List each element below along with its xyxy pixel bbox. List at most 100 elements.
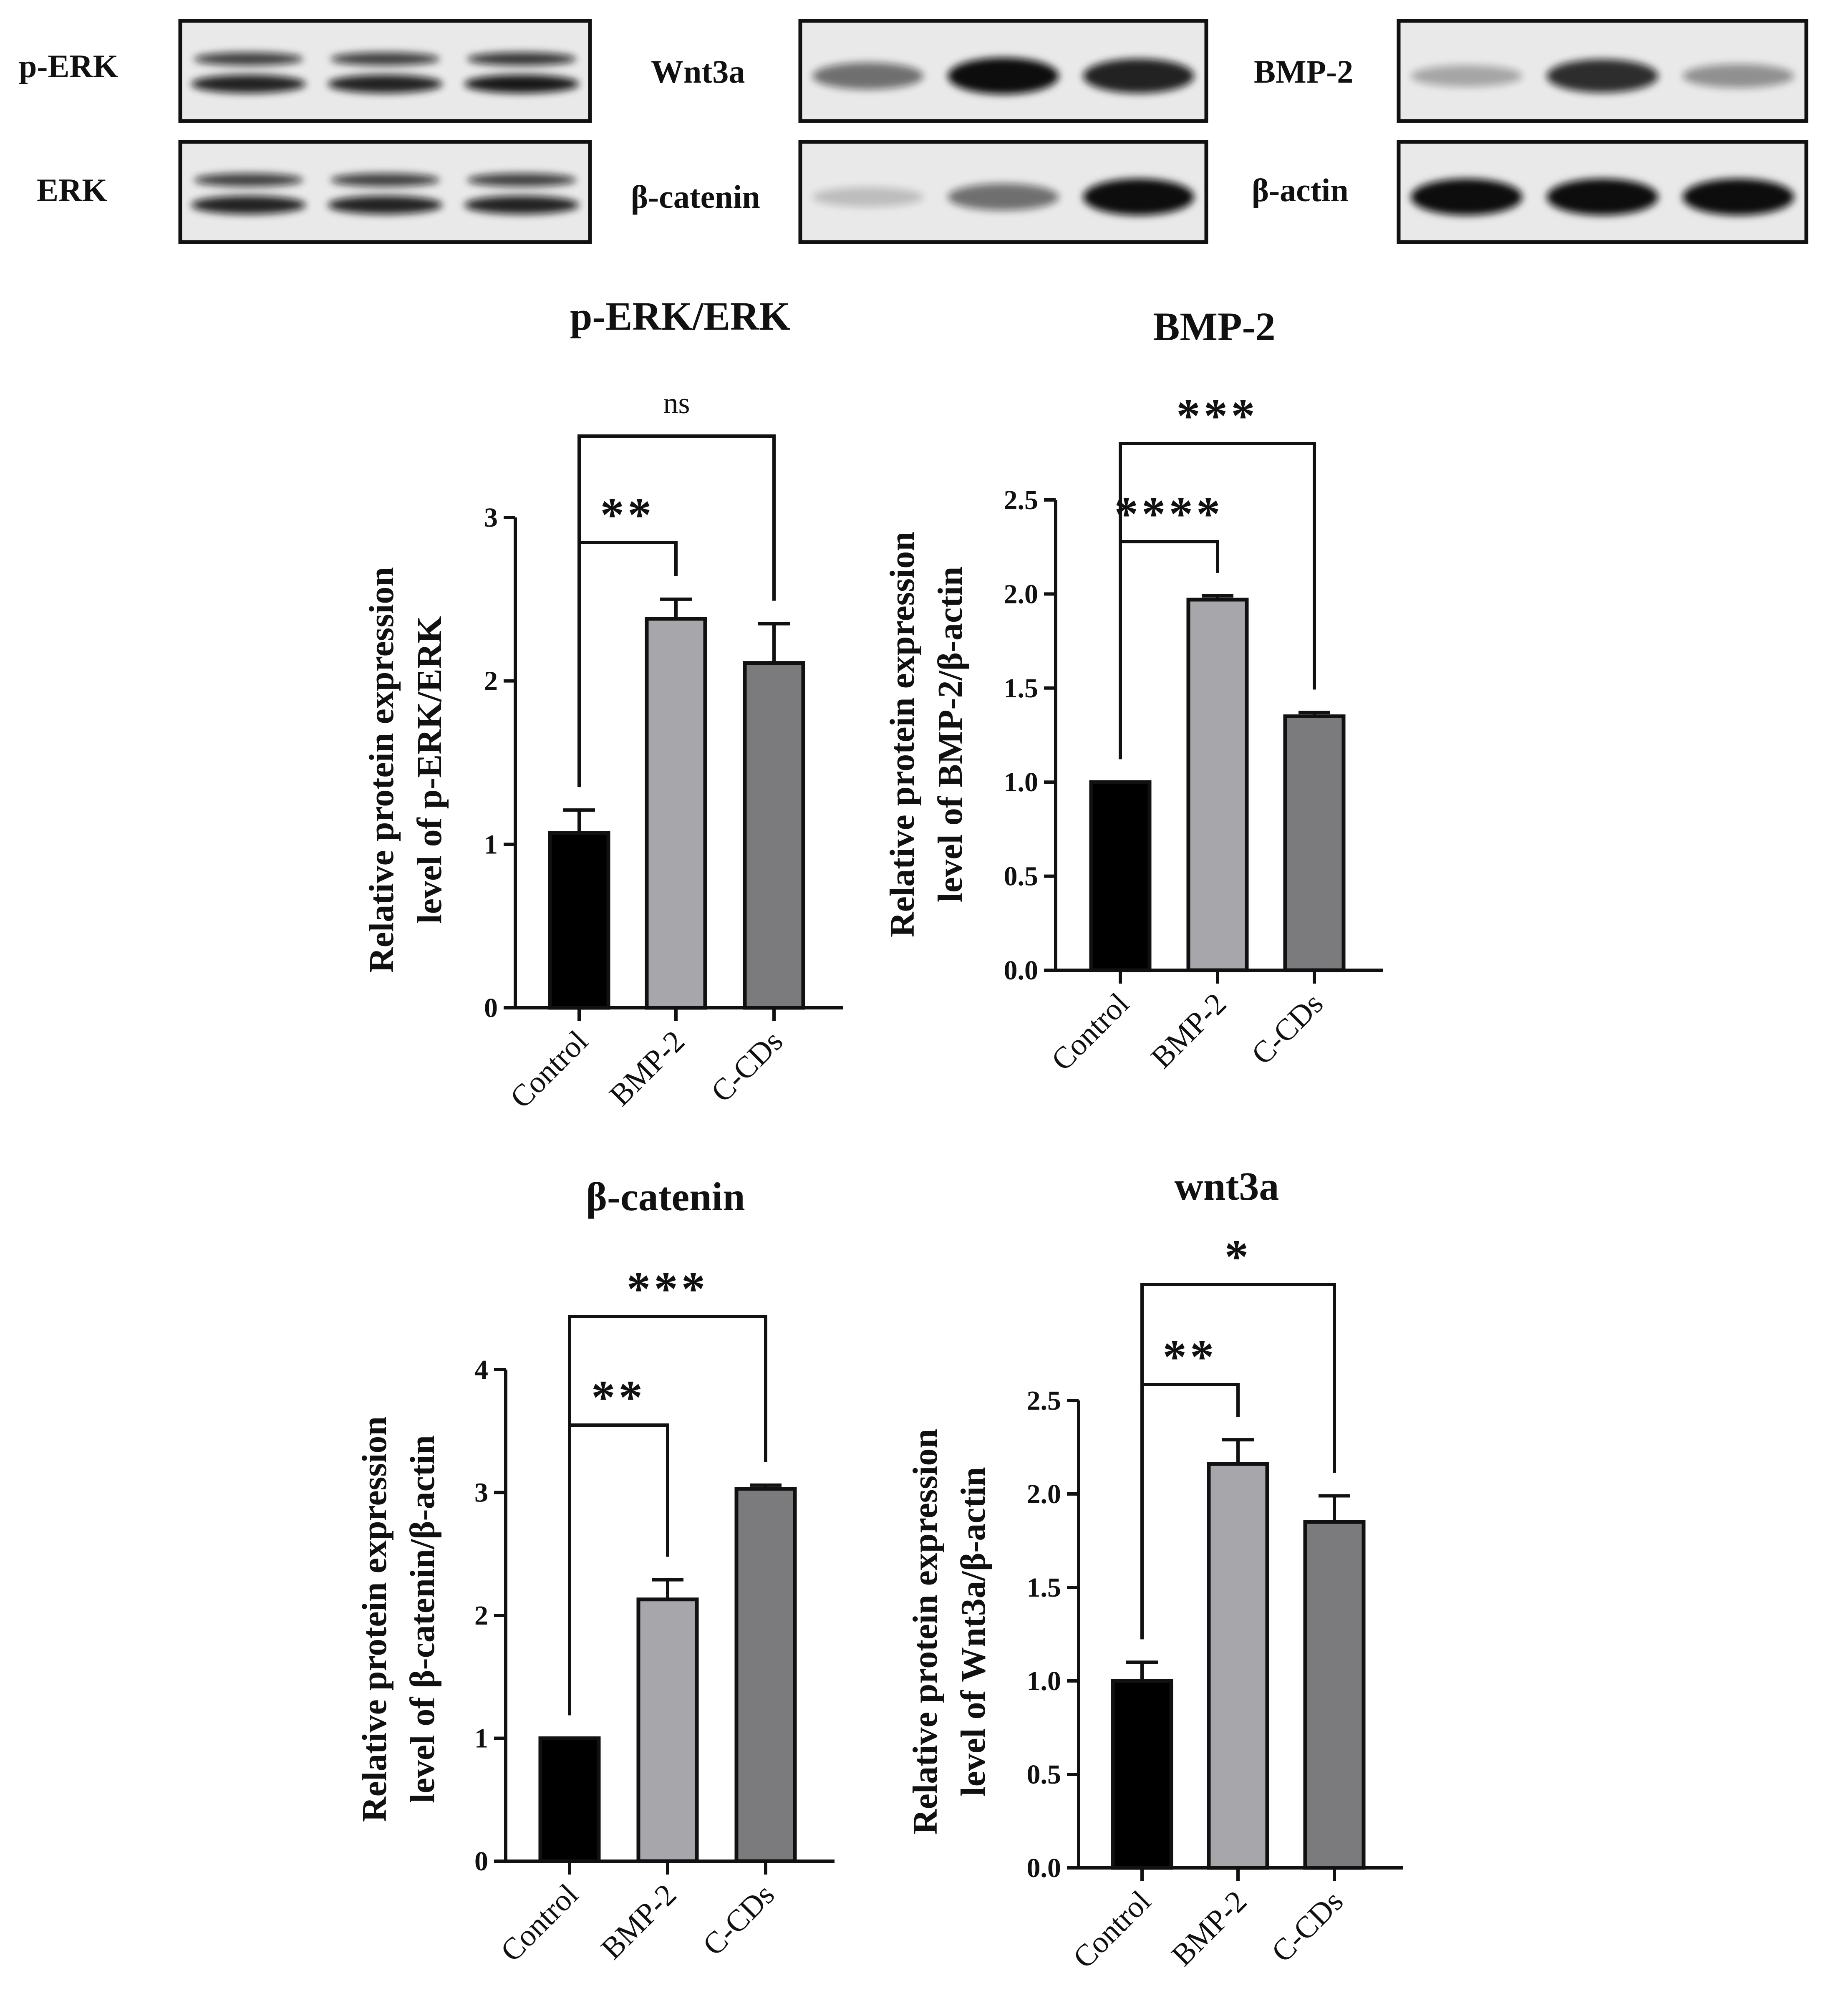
significance-bracket [1119, 442, 1316, 759]
blot-label-bmp-2: BMP-2 [1254, 53, 1353, 90]
bar-bmp-2 [1207, 1462, 1269, 1870]
blot-band [948, 183, 1059, 211]
x-tick-label: BMP-2 [595, 1877, 683, 1966]
blot-panel-erk [178, 140, 592, 244]
x-tick-label: Control [1045, 987, 1136, 1077]
y-axis-title-line1: Relative protein expression [906, 1429, 945, 1834]
blot-panel-wnt3a [798, 19, 1208, 123]
y-tick-label: 0 [474, 1846, 488, 1877]
x-tick-label: BMP-2 [1165, 1884, 1253, 1973]
significance-label: *** [1176, 389, 1258, 442]
x-tick-label: C-CDs [705, 1024, 789, 1109]
blot-panel-beta-catenin [798, 140, 1208, 244]
bar-control [1111, 1679, 1173, 1870]
bar-bmp-2 [1186, 598, 1249, 972]
bar-c-cds [1303, 1520, 1366, 1870]
significance-label: **** [1114, 487, 1224, 540]
bar-c-cds [1283, 714, 1346, 972]
y-tick-label: 3 [484, 502, 498, 533]
y-axis-title-line1: Relative protein expression [362, 567, 401, 973]
bar-c-cds [734, 1487, 797, 1863]
chart-title: wnt3a [1175, 1164, 1279, 1209]
significance-bracket [568, 1315, 767, 1716]
bar-control [538, 1736, 601, 1863]
blot-frame [178, 140, 592, 244]
significance-bracket [577, 434, 776, 787]
blot-band [1546, 179, 1659, 215]
chart-title: BMP-2 [1153, 304, 1275, 349]
y-tick-label: 1 [474, 1723, 488, 1754]
significance-label: ** [1163, 1330, 1218, 1383]
x-tick-label: Control [504, 1024, 595, 1115]
y-tick-label: 1.0 [1027, 1666, 1062, 1696]
y-tick-label: 0.5 [1004, 861, 1039, 892]
significance-label: ** [600, 488, 655, 541]
blot-panel-p-erk [178, 19, 592, 123]
x-tick-label: C-CDs [1245, 987, 1330, 1071]
blot-band-lower [328, 196, 443, 214]
x-tick-label: C-CDs [696, 1877, 781, 1962]
y-tick-label: 1 [484, 829, 498, 860]
blot-band-upper [194, 173, 303, 187]
y-axis-title-line1: Relative protein expression [883, 532, 922, 937]
bar-control [1089, 780, 1152, 972]
y-axis-title-line2: level of β-catenin/β-actin [403, 1435, 442, 1803]
y-axis-title-line2: level of Wnt3a/β-actin [954, 1467, 993, 1796]
x-tick-label: Control [1067, 1884, 1157, 1975]
blot-band [1083, 179, 1194, 215]
y-tick-label: 4 [474, 1355, 488, 1385]
x-tick-label: BMP-2 [1145, 987, 1233, 1075]
blot-band [1682, 179, 1794, 215]
y-tick-label: 1.0 [1004, 767, 1039, 797]
bar-control [548, 831, 610, 1010]
chart-title: β-catenin [586, 1174, 745, 1219]
blot-band-lower [328, 75, 443, 93]
significance-bracket [1140, 1283, 1336, 1640]
y-tick-label: 0.5 [1027, 1759, 1062, 1790]
x-tick-label: C-CDs [1265, 1884, 1350, 1969]
blot-label-erk: ERK [37, 172, 107, 208]
blot-label-beta-catenin: β-catenin [631, 179, 760, 215]
chart-wnt3a: wnt3a Relative protein expression level … [906, 1164, 1403, 1975]
blot-band [1083, 58, 1194, 93]
blot-band-upper [467, 173, 577, 187]
blot-band [948, 58, 1059, 94]
bar-bmp-2 [636, 1597, 699, 1863]
chart-title: p-ERK/ERK [570, 294, 790, 338]
y-tick-label: 2.0 [1004, 579, 1039, 609]
chart-beta-catenin: β-catenin Relative protein expression le… [355, 1174, 835, 1968]
blot-band-lower [191, 75, 306, 93]
y-tick-label: 3 [474, 1478, 488, 1508]
blot-panel-bmp-2 [1397, 19, 1808, 123]
y-tick-label: 2 [484, 666, 498, 696]
y-tick-label: 2 [474, 1600, 488, 1631]
blot-band-lower [191, 196, 306, 214]
blot-band-lower [464, 196, 579, 214]
y-tick-label: 0.0 [1027, 1853, 1062, 1883]
blot-band-upper [330, 173, 440, 187]
chart-bmp-2: BMP-2 Relative protein expression level … [883, 304, 1383, 1077]
significance-label: ns [663, 386, 690, 420]
blot-panel-beta-actin [1397, 140, 1808, 244]
y-tick-label: 1.5 [1027, 1572, 1062, 1603]
y-axis-title-line1: Relative protein expression [355, 1416, 394, 1822]
blot-band-lower [464, 75, 579, 93]
blot-label-beta-actin: β-actin [1252, 172, 1349, 208]
blot-frame [178, 19, 592, 123]
blot-label-wnt3a: Wnt3a [651, 53, 745, 90]
y-axis-title-line2: level of BMP-2/β-actin [931, 567, 970, 903]
blot-band [1546, 59, 1659, 93]
blot-band-upper [194, 52, 303, 66]
bar-c-cds [743, 661, 805, 1010]
blot-band [1411, 179, 1523, 215]
blot-band [1682, 64, 1794, 88]
y-tick-label: 2.0 [1027, 1479, 1062, 1509]
blot-band-upper [467, 52, 577, 66]
bar-bmp-2 [645, 617, 707, 1010]
significance-label: *** [627, 1262, 709, 1315]
y-tick-label: 2.5 [1027, 1385, 1062, 1416]
y-tick-label: 0.0 [1004, 955, 1039, 986]
blot-label-p-erk: p-ERK [19, 48, 119, 84]
blot-band-upper [330, 52, 440, 66]
